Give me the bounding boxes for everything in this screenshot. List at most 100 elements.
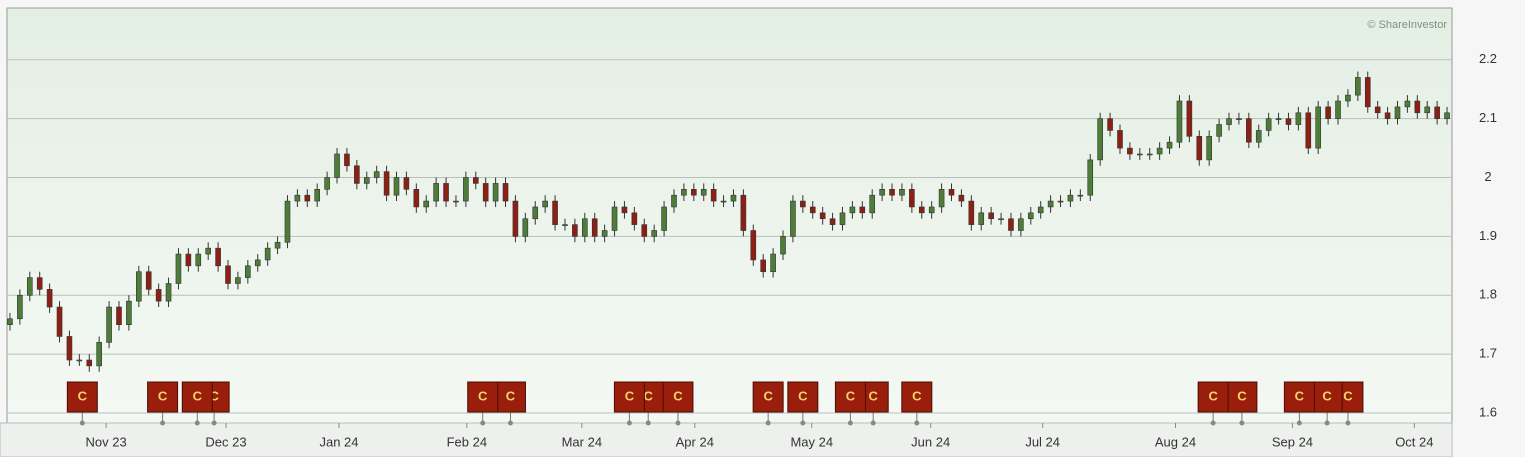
candle-body [1067,194,1074,202]
event-label: C [1295,388,1305,403]
x-axis-band [0,422,1453,457]
candle-body [1394,106,1401,119]
candle-body [344,153,350,167]
event-flag [662,381,694,413]
event-dot [211,420,217,426]
candle-body [1315,106,1322,149]
candle-body [760,259,766,273]
candle-body [859,206,866,214]
candle-body [1355,77,1361,96]
candle-body [1265,118,1272,131]
candle-body [1424,106,1431,114]
x-tick-label: Jan 24 [319,434,358,449]
candle-body [403,177,410,190]
candle-body [819,212,826,220]
candle-body [304,194,311,202]
event-label: C [193,388,203,403]
copyright: © ShareInvestor [1367,19,1447,31]
candle-body [1186,100,1193,137]
candle-body [601,230,608,237]
candle-body [591,218,598,237]
candle-body [145,271,152,290]
candle-body [512,200,519,237]
event-label: C [1343,388,1353,403]
candle-body [1295,112,1302,125]
candle-body [314,189,321,202]
event-label: C [644,388,654,403]
candle-body [106,306,112,343]
candle-body [17,294,23,320]
x-tick-label: Apr 24 [676,434,714,449]
candle-body [1206,136,1212,161]
candle-body [572,224,578,237]
event-label: C [673,388,683,403]
candle-body [26,277,33,296]
candle-body [1097,118,1103,161]
candle-body [1236,118,1242,120]
candle-body [126,300,132,325]
candle-body [7,318,13,325]
candle-body [829,218,836,225]
candle-body [502,183,509,202]
candle-body [1226,118,1232,125]
y-tick-label: 1.9 [1479,228,1497,243]
candle-body [691,189,697,196]
event-dot [765,420,771,426]
candle-body [46,289,53,308]
candle-body [225,265,231,284]
candle-body [185,253,192,267]
candle-body [165,283,172,302]
event-flag [494,381,526,413]
event-flag [1197,381,1229,413]
event-flag [613,381,645,413]
x-tick-label: May 24 [790,434,833,449]
candle-body [324,177,330,190]
candle-body [1374,106,1381,114]
y-tick-label: 1.8 [1479,287,1497,302]
candle-body [1018,218,1024,231]
event-dot [194,420,200,426]
candle-body [354,165,360,184]
candle-body [978,212,985,225]
candle-body [1057,200,1064,203]
candle-body [86,359,93,367]
candle-body [740,194,747,231]
event-flag [467,381,499,413]
candle-body [800,200,806,208]
x-tick-label: Jul 24 [1025,434,1060,449]
event-dot [847,420,853,426]
event-dot [79,420,85,426]
plot-area [6,7,1453,424]
x-tick-label: Aug 24 [1155,434,1196,449]
candle-body [1414,100,1421,114]
candle-body [899,189,905,196]
candle-body [1037,206,1044,214]
candle-body [66,336,73,361]
event-dot [1345,420,1351,426]
candle-body [849,206,856,214]
event-label: C [763,388,773,403]
event-dot [914,420,920,426]
candle-body [909,189,915,208]
candle-body [205,247,211,255]
candle-body [264,247,271,261]
candle-body [938,189,945,208]
candle-body [76,359,83,362]
event-dot [1210,420,1216,426]
event-flag [66,381,98,413]
candle-body [443,183,449,202]
candle-body [710,189,717,202]
candle-body [334,153,340,178]
candle-body [116,306,122,325]
candle-body [998,218,1004,221]
candle-body [413,189,420,208]
event-label: C [506,388,516,403]
candle-body [1384,112,1391,119]
candle-body [472,177,479,184]
candle-body [56,306,63,337]
event-label: C [78,388,88,403]
event-dot [507,420,513,426]
event-label: C [625,388,635,403]
candle-body [1146,153,1153,156]
